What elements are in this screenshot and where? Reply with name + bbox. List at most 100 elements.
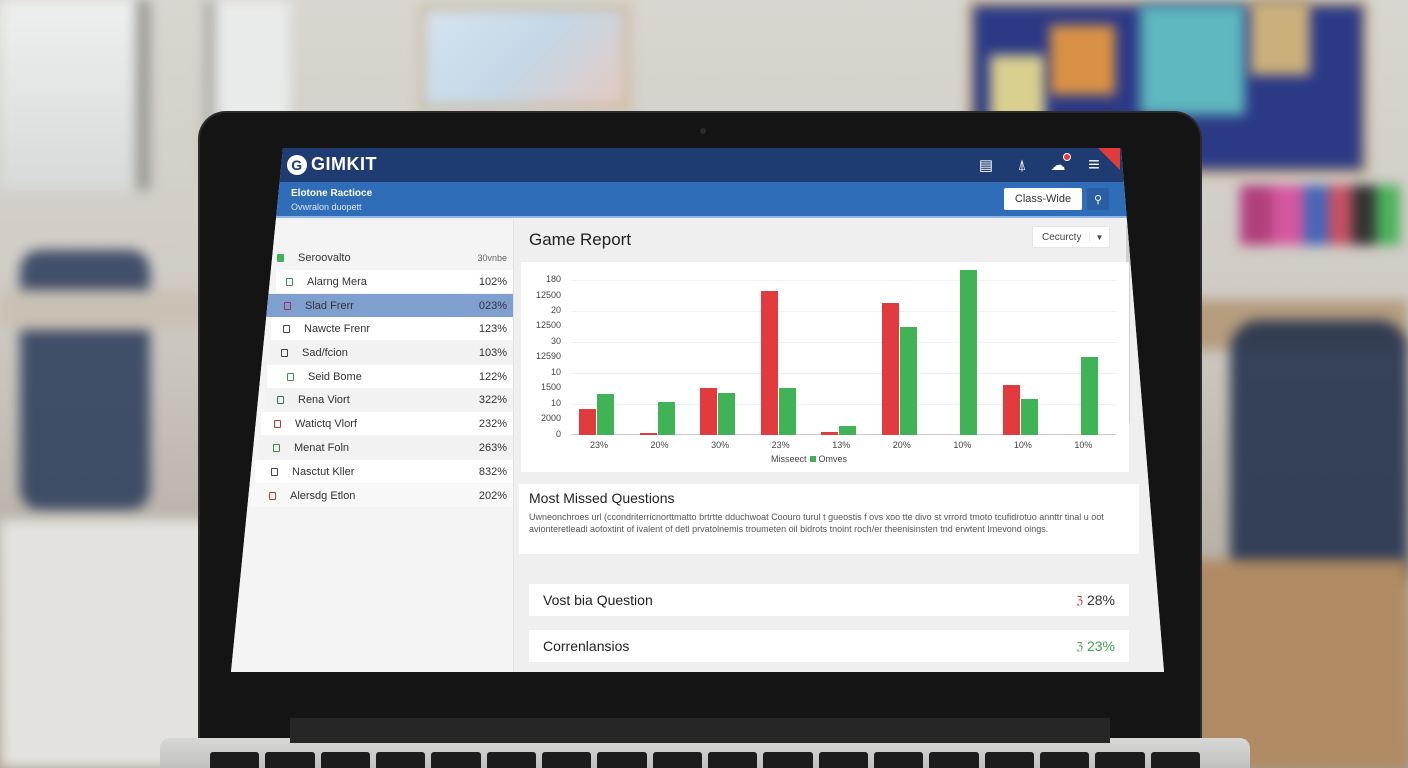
bar-misseect[interactable] bbox=[700, 388, 718, 435]
most-missed-title: Most Missed Questions bbox=[529, 490, 675, 506]
legend-swatch-green bbox=[809, 456, 816, 462]
category-filter-dropdown[interactable]: Cecurcty ▼ bbox=[1032, 226, 1110, 248]
bar-misseect[interactable] bbox=[639, 433, 657, 435]
background-board-note bbox=[1250, 0, 1310, 75]
page-title: Game Report bbox=[529, 230, 632, 249]
most-missed-questions-card: Most Missed Questions Uwneonchroes url (… bbox=[519, 484, 1139, 554]
student-icon bbox=[284, 301, 291, 310]
student-row-selected[interactable]: Slad Frerr 023% bbox=[264, 294, 513, 317]
sidebar-header-label: Seroovalto bbox=[298, 251, 351, 264]
student-score: 123% bbox=[478, 322, 507, 335]
most-missed-question-row[interactable]: Vost bia Question ℨ 28% bbox=[529, 584, 1129, 616]
student-row[interactable]: Nasctut Kller 832% bbox=[255, 460, 513, 483]
y-tick: 180 bbox=[545, 274, 561, 284]
background-board-note bbox=[1140, 5, 1245, 115]
student-icon bbox=[283, 324, 290, 333]
student-row[interactable]: Watictq Vlorf 232% bbox=[261, 412, 513, 435]
y-tick: 1500 bbox=[540, 382, 561, 392]
x-tick: 23% bbox=[589, 440, 608, 450]
trend-up-icon: ℨ bbox=[1076, 640, 1083, 653]
bar-omves[interactable] bbox=[839, 426, 857, 435]
stat-value: 23% bbox=[1086, 638, 1115, 654]
student-name: Sad/fcion bbox=[302, 346, 348, 359]
student-name: Rena Viort bbox=[298, 393, 350, 406]
background-books bbox=[1240, 185, 1400, 245]
student-icon bbox=[271, 467, 278, 476]
student-icon bbox=[277, 253, 284, 262]
trend-down-icon: ℨ bbox=[1076, 594, 1083, 607]
profile-button[interactable]: ⚲ bbox=[1087, 188, 1109, 210]
student-name: Nasctut Kller bbox=[292, 465, 355, 478]
student-name: Seid Bome bbox=[308, 370, 362, 383]
filter-selected-value: Cecurcty bbox=[1042, 231, 1082, 243]
student-icon bbox=[274, 419, 281, 428]
student-row[interactable]: Nawcte Frenr 123% bbox=[271, 317, 513, 340]
bar-misseect[interactable] bbox=[579, 409, 596, 435]
bar-omves[interactable] bbox=[657, 402, 675, 435]
x-tick: 10% bbox=[1074, 440, 1093, 450]
student-score: 263% bbox=[478, 441, 507, 454]
student-score: 232% bbox=[478, 417, 507, 430]
class-header: Elotone Ractioce Ovwralon duopett Class-… bbox=[231, 182, 1164, 218]
student-row[interactable]: Alarng Mera 102% bbox=[276, 270, 513, 293]
bar-misseect[interactable] bbox=[760, 291, 778, 435]
report-main: Game Report Cecurcty ▼ 180 12500 20 1250… bbox=[515, 220, 1164, 672]
reports-icon[interactable]: ▤ bbox=[978, 157, 994, 174]
bar-omves[interactable] bbox=[960, 270, 978, 435]
student-name: Nawcte Frenr bbox=[304, 322, 371, 335]
correct-answers-row[interactable]: Correnlansios ℨ 23% bbox=[529, 630, 1129, 662]
y-tick: 12500 bbox=[535, 290, 561, 300]
background-window bbox=[0, 0, 150, 190]
student-icon bbox=[286, 277, 293, 286]
gimkit-logo-icon: G bbox=[287, 154, 307, 175]
x-tick: 30% bbox=[711, 440, 730, 450]
bar-omves[interactable] bbox=[899, 327, 917, 435]
brand-name: GIMKIT bbox=[311, 154, 377, 174]
cloud-notifications-icon: ☁ bbox=[1050, 157, 1066, 174]
x-tick: 13% bbox=[832, 440, 851, 450]
x-tick: 10% bbox=[953, 440, 972, 450]
y-tick: 2000 bbox=[540, 413, 561, 423]
sidebar-header-row: Seroovalto 30vnbe bbox=[277, 246, 513, 269]
background-chair bbox=[20, 250, 150, 510]
bar-omves[interactable] bbox=[1020, 399, 1038, 435]
student-row[interactable]: Alersdg Etlon 202% bbox=[251, 484, 513, 507]
game-report-chart: 180 12500 20 12500 30 12590 10 1500 10 2… bbox=[521, 262, 1129, 472]
student-row[interactable]: Sad/fcion 103% bbox=[269, 341, 513, 364]
bar-omves[interactable] bbox=[778, 388, 796, 435]
student-name: Menat Foln bbox=[294, 441, 350, 454]
student-icon bbox=[281, 348, 288, 357]
student-sidebar: Seroovalto 30vnbe Alarng Mera 102% Slad … bbox=[231, 220, 514, 672]
student-icon bbox=[273, 443, 280, 452]
bar-misseect[interactable] bbox=[881, 303, 899, 435]
y-tick: 0 bbox=[555, 429, 561, 439]
class-title: Elotone Ractioce bbox=[291, 188, 373, 199]
notification-badge bbox=[1063, 153, 1071, 161]
stat-value: 28% bbox=[1086, 592, 1115, 608]
top-navbar: G GIMKIT ▤ ⍋ ☁ ≡ bbox=[231, 148, 1164, 182]
bar-misseect[interactable] bbox=[821, 432, 839, 435]
cloud-notifications-button[interactable]: ☁ bbox=[1048, 153, 1071, 175]
y-tick: 10 bbox=[550, 367, 561, 377]
x-tick: 10% bbox=[1013, 440, 1032, 450]
student-score: 122% bbox=[478, 370, 507, 383]
bell-icon[interactable]: ⍋ bbox=[1017, 156, 1027, 174]
student-row[interactable]: Seid Bome 122% bbox=[267, 365, 513, 388]
bar-omves[interactable] bbox=[718, 393, 736, 435]
y-tick: 20 bbox=[550, 305, 561, 315]
stat-label: Correnlansios bbox=[543, 638, 630, 654]
student-row[interactable]: Menat Foln 263% bbox=[259, 436, 513, 459]
laptop-screen: G GIMKIT ▤ ⍋ ☁ ≡ Elotone Ractioce Ovwral… bbox=[231, 148, 1164, 672]
class-wide-button[interactable]: Class-Wide bbox=[1004, 188, 1082, 210]
x-tick: 23% bbox=[771, 440, 790, 450]
student-name: Alarng Mera bbox=[307, 275, 367, 288]
student-score: 832% bbox=[478, 465, 507, 478]
student-row[interactable]: Rena Viort 322% bbox=[265, 388, 513, 411]
bar-omves[interactable] bbox=[1081, 357, 1099, 435]
y-tick: 12590 bbox=[535, 351, 561, 361]
user-icon: ⚲ bbox=[1093, 193, 1103, 206]
bar-misseect[interactable] bbox=[1002, 385, 1020, 435]
brand[interactable]: G GIMKIT bbox=[287, 154, 377, 175]
menu-icon[interactable]: ≡ bbox=[1088, 153, 1100, 176]
bar-omves[interactable] bbox=[597, 394, 614, 435]
